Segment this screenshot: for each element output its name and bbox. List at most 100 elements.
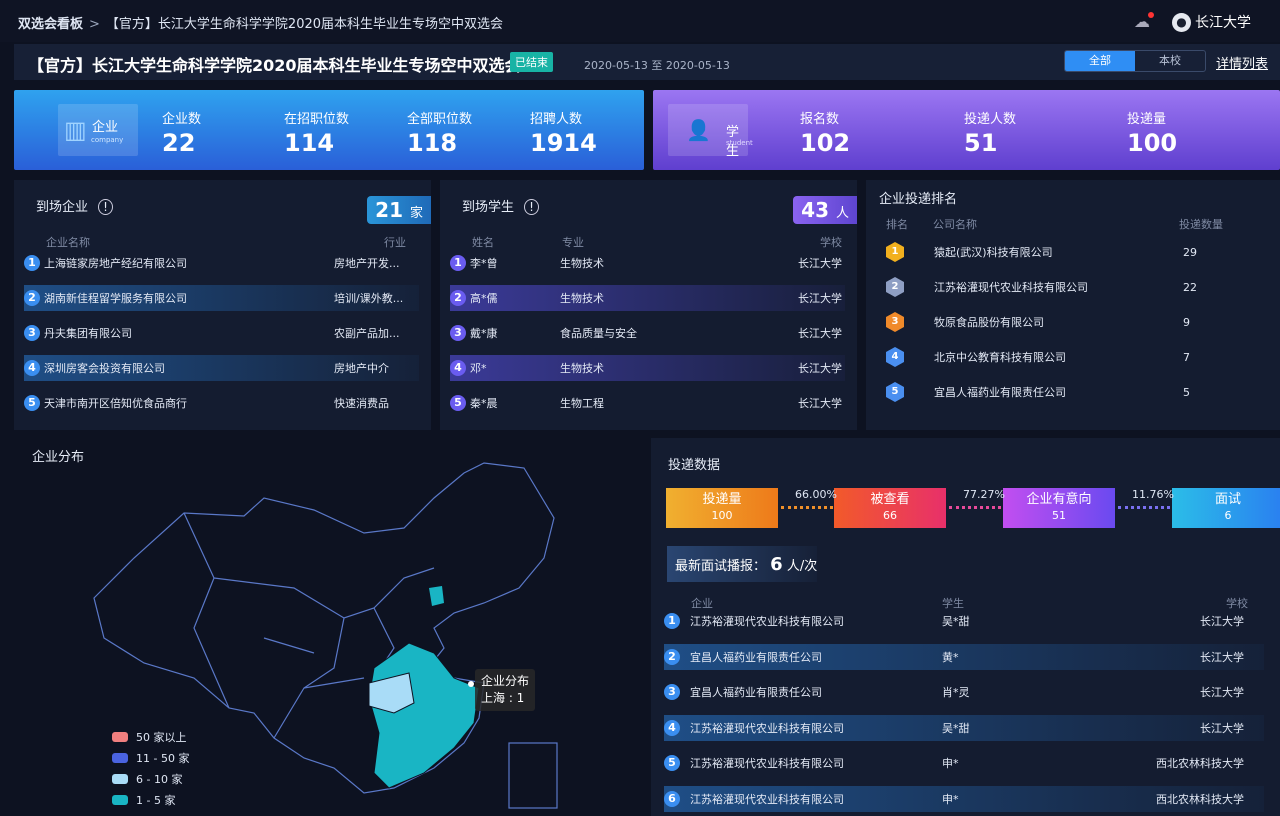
school: 长江大学 xyxy=(798,327,842,340)
funnel-stage[interactable]: 投递量 100 xyxy=(666,488,778,528)
china-map[interactable] xyxy=(14,438,644,816)
ranking-row[interactable]: 1 猿起(武汉)科技有限公司 29 xyxy=(886,239,1266,265)
table-row[interactable]: 1 江苏裕灌现代农业科技有限公司 吴*甜 长江大学 xyxy=(664,608,1264,634)
legend-item[interactable]: 1 - 5 家 xyxy=(112,789,189,810)
legend-item[interactable]: 6 - 10 家 xyxy=(112,768,189,789)
stage-label: 被查看 xyxy=(870,492,910,507)
company-name: 宜昌人福药业有限责任公司 xyxy=(934,386,1066,399)
funnel-stage[interactable]: 企业有意向 51 xyxy=(1003,488,1115,528)
legend-label: 50 家以上 xyxy=(136,730,187,744)
list-item[interactable]: 5 天津市南开区倍知优食品商行 快速消费品 xyxy=(24,390,419,416)
breadcrumb-root[interactable]: 双选会看板 xyxy=(18,17,84,32)
funnel-stage[interactable]: 被查看 66 xyxy=(834,488,946,528)
rank-badge: 3 xyxy=(450,325,466,341)
stage-value: 6 xyxy=(1224,509,1232,522)
ranking-row[interactable]: 2 江苏裕灌现代农业科技有限公司 22 xyxy=(886,274,1266,300)
major: 食品质量与安全 xyxy=(560,327,637,340)
list-item[interactable]: 3 丹夫集团有限公司 农副产品加... xyxy=(24,320,419,346)
ranking-row[interactable]: 3 牧原食品股份有限公司 9 xyxy=(886,309,1266,335)
list-item[interactable]: 3 戴*康 食品质量与安全 长江大学 xyxy=(450,320,845,346)
school: 长江大学 xyxy=(798,362,842,375)
arrow-right-icon xyxy=(1118,506,1170,509)
panel-title: 企业投递排名 xyxy=(879,192,958,207)
building-icon: ▥ xyxy=(64,116,87,144)
detail-list-link[interactable]: 详情列表 xyxy=(1216,57,1269,72)
user-menu[interactable]: ● 长江大学 xyxy=(1172,12,1251,32)
panel-title: 企业分布 xyxy=(32,450,85,465)
student-name: 秦*晨 xyxy=(470,397,498,410)
top-bar xyxy=(0,0,1280,42)
student-count-badge: 43 人 xyxy=(793,196,857,224)
table-row[interactable]: 4 江苏裕灌现代农业科技有限公司 吴*甜 长江大学 xyxy=(664,714,1264,741)
delivery-count: 29 xyxy=(1183,245,1197,259)
ranking-row[interactable]: 4 北京中公教育科技有限公司 7 xyxy=(886,344,1266,370)
company-name: 江苏裕灌现代农业科技有限公司 xyxy=(934,281,1088,294)
scope-all[interactable]: 全部 xyxy=(1065,51,1135,71)
breadcrumb-current: 【官方】长江大学生命科学学院2020届本科生毕业生专场空中双选会 xyxy=(105,17,504,32)
table-row[interactable]: 5 江苏裕灌现代农业科技有限公司 申* 西北农林科技大学 xyxy=(664,750,1264,776)
student-name: 吴*甜 xyxy=(942,615,970,628)
column-header: 姓名 xyxy=(472,236,494,249)
rank-badge: 6 xyxy=(664,790,680,807)
table-row[interactable]: 6 江苏裕灌现代农业科技有限公司 申* 西北农林科技大学 xyxy=(664,785,1264,812)
scope-own-school[interactable]: 本校 xyxy=(1159,54,1181,67)
delivery-count: 7 xyxy=(1183,350,1190,364)
list-item[interactable]: 5 秦*晨 生物工程 长江大学 xyxy=(450,390,845,416)
column-header: 企业 xyxy=(691,597,713,610)
column-header: 专业 xyxy=(562,236,584,249)
info-icon[interactable]: ! xyxy=(524,199,539,215)
column-header: 学生 xyxy=(942,597,964,610)
rank-medal-icon: 2 xyxy=(886,277,904,297)
table-row[interactable]: 3 宜昌人福药业有限责任公司 肖*灵 长江大学 xyxy=(664,679,1264,705)
company-name: 天津市南开区倍知优食品商行 xyxy=(44,397,187,410)
rank-badge: 2 xyxy=(664,648,680,665)
company-ranking-panel: 企业投递排名 排名 公司名称 投递数量 1 猿起(武汉)科技有限公司 29 2 … xyxy=(866,180,1280,430)
legend-item[interactable]: 50 家以上 xyxy=(112,726,189,747)
industry: 快速消费品 xyxy=(334,397,389,410)
rank-badge: 4 xyxy=(664,719,680,736)
company-name: 猿起(武汉)科技有限公司 xyxy=(934,246,1053,259)
table-row[interactable]: 2 宜昌人福药业有限责任公司 黄* 长江大学 xyxy=(664,643,1264,670)
company-distribution-map-panel: 企业分布 企业分布 上海 : 1 50 家以上 11 - 50 家 6 - 10 家 1… xyxy=(14,438,644,816)
stage-value: 66 xyxy=(883,509,897,522)
rank-badge: 2 xyxy=(450,290,466,306)
company-count-badge: 21 家 xyxy=(367,196,431,224)
page-title: 【官方】长江大学生命科学学院2020届本科生毕业生专场空中双选会 xyxy=(28,56,521,75)
rank-badge: 3 xyxy=(664,684,680,700)
school: 长江大学 xyxy=(798,257,842,270)
list-item[interactable]: 4 邓* 生物技术 长江大学 xyxy=(450,355,845,381)
china-outline xyxy=(93,462,555,794)
region-1-5 xyxy=(429,586,444,606)
legend-label: 11 - 50 家 xyxy=(136,751,190,765)
ranking-row[interactable]: 5 宜昌人福药业有限责任公司 5 xyxy=(886,379,1266,405)
funnel-stage[interactable]: 面试 6 xyxy=(1172,488,1280,528)
company-name: 北京中公教育科技有限公司 xyxy=(934,351,1066,364)
delivery-count: 5 xyxy=(1183,385,1190,399)
rank-badge: 4 xyxy=(450,360,466,376)
conversion-rate: 66.00% xyxy=(795,488,837,501)
school: 长江大学 xyxy=(1200,686,1244,699)
column-header: 学校 xyxy=(820,236,842,249)
rank-medal-icon: 4 xyxy=(886,347,904,367)
rank-badge: 1 xyxy=(450,255,466,271)
legend-item[interactable]: 11 - 50 家 xyxy=(112,747,189,768)
info-icon[interactable]: ! xyxy=(98,199,113,215)
legend-swatch xyxy=(112,731,128,742)
scope-toggle[interactable]: 全部 本校 xyxy=(1064,50,1206,72)
industry: 房地产中介 xyxy=(334,362,389,375)
stat-all-positions: 全部职位数 118 xyxy=(407,112,473,157)
company-name: 丹夫集团有限公司 xyxy=(44,327,132,340)
legend-swatch xyxy=(112,773,128,784)
student-badge: 👤 学生 student xyxy=(668,104,753,159)
column-header: 公司名称 xyxy=(933,218,977,231)
list-item[interactable]: 2 高*儒 生物技术 长江大学 xyxy=(450,285,845,311)
list-item[interactable]: 1 上海链家房地产经纪有限公司 房地产开发... xyxy=(24,250,419,276)
cloud-download-icon[interactable]: ☁ xyxy=(1134,12,1154,31)
status-badge: 已结束 xyxy=(510,52,553,72)
list-item[interactable]: 1 李*曾 生物技术 长江大学 xyxy=(450,250,845,276)
column-header: 行业 xyxy=(384,236,406,249)
list-item[interactable]: 2 湖南新佳程留学服务有限公司 培训/课外教... xyxy=(24,285,419,311)
list-item[interactable]: 4 深圳房客会投资有限公司 房地产中介 xyxy=(24,355,419,381)
school: 西北农林科技大学 xyxy=(1156,792,1244,806)
company-badge: ▥ 企业 company xyxy=(58,104,138,156)
